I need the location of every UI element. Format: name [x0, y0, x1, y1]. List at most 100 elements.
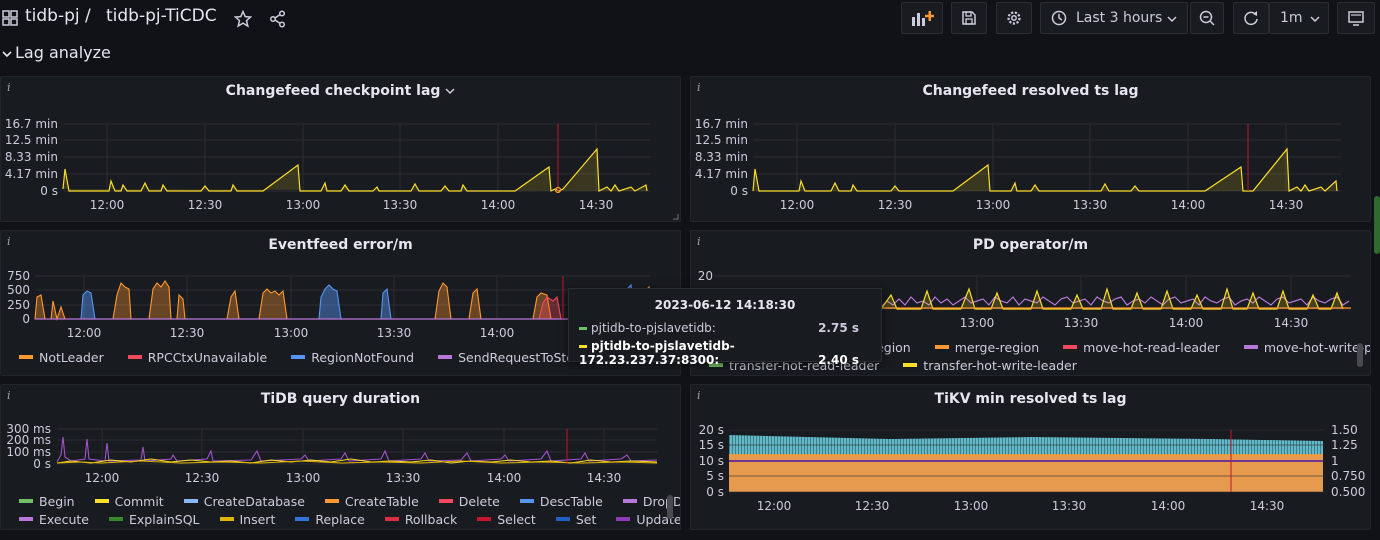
info-icon[interactable]: i: [7, 389, 11, 402]
legend-item[interactable]: Commit: [94, 494, 164, 509]
refresh-button[interactable]: [1233, 2, 1269, 34]
zoom-out-button[interactable]: [1190, 2, 1224, 34]
chevron-down-icon: [1310, 16, 1320, 23]
x-tick: 13:00: [960, 316, 995, 330]
legend-item[interactable]: move-hot-read-leader: [1063, 340, 1220, 355]
tv-mode-button[interactable]: [1337, 2, 1375, 34]
x-tick: 12:30: [855, 499, 890, 513]
time-range-label: Last 3 hours: [1076, 10, 1163, 26]
panel-title[interactable]: TiDB query duration: [260, 391, 421, 407]
x-tick: 13:30: [1064, 316, 1099, 330]
panel-title[interactable]: Changefeed checkpoint lag: [1, 83, 680, 99]
y-tick: 12.5 min: [5, 133, 58, 147]
legend-item[interactable]: Rollback: [384, 512, 457, 527]
legend-item[interactable]: Execute: [19, 512, 89, 527]
y-tick: 20: [698, 269, 713, 283]
star-icon[interactable]: [234, 10, 252, 28]
panel-eventfeed-error: i Eventfeed error/m 750 500 250 0 12:00 …: [0, 230, 681, 376]
share-icon[interactable]: [269, 10, 287, 28]
dashboard-settings-button[interactable]: [996, 2, 1032, 34]
x-tick: 12:00: [67, 326, 102, 340]
x-tick: 13:00: [286, 198, 321, 212]
dashboard-title[interactable]: tidb-pj-TiCDC: [106, 6, 217, 26]
tooltip-series-label: pjtidb-to-pjslavetidb-172.23.237.37:8300…: [579, 339, 735, 367]
legend-item[interactable]: CreateTable: [324, 494, 419, 509]
row-collapse-chevron-icon[interactable]: [2, 49, 12, 59]
y-tick: 750: [7, 269, 30, 283]
legend-item[interactable]: move-hot-write-peer: [1243, 340, 1370, 355]
time-range-picker[interactable]: Last 3 hours: [1040, 2, 1188, 34]
breadcrumb-org[interactable]: tidb-pj: [25, 6, 80, 26]
y-tick-right: 0.750: [1331, 469, 1365, 483]
y-tick: 0 s: [40, 184, 58, 198]
legend-item[interactable]: Begin: [19, 494, 75, 509]
legend-item[interactable]: RPCCtxUnavailable: [127, 350, 267, 365]
tooltip-series-value: 2.75 s: [818, 321, 859, 335]
monitor-icon: [1348, 11, 1364, 26]
y-tick: 0 s: [706, 485, 724, 499]
series-swatch: [579, 345, 587, 348]
legend-item[interactable]: Select: [477, 512, 536, 527]
legend-item[interactable]: CreateDatabase: [183, 494, 305, 509]
panel-title[interactable]: Changefeed resolved ts lag: [922, 83, 1139, 99]
info-icon[interactable]: i: [7, 81, 11, 94]
tooltip-series-label: pjtidb-to-pjslavetidb:: [591, 321, 716, 335]
legend-item[interactable]: SendRequestToStore: [438, 350, 587, 365]
y-tick: 0 s: [730, 184, 748, 198]
legend-scrollbar[interactable]: [667, 495, 673, 519]
chart-resolved-ts-lag[interactable]: 16.7 min 12.5 min 8.33 min 4.17 min 0 s …: [691, 77, 1372, 223]
legend-scrollbar[interactable]: [1357, 343, 1363, 367]
x-tick: 12:00: [757, 499, 792, 513]
panel-resolved-ts-lag: i Changefeed resolved ts lag 16.7 min 12…: [690, 76, 1371, 222]
chart-checkpoint-lag[interactable]: 16.7 min 12.5 min 8.33 min 4.17 min 0 s …: [1, 77, 682, 223]
legend-item[interactable]: DescTable: [519, 494, 603, 509]
legend-item[interactable]: Replace: [295, 512, 365, 527]
y-tick-right: 0.500: [1331, 485, 1365, 499]
panel-title[interactable]: Eventfeed error/m: [268, 237, 413, 253]
legend-item[interactable]: Delete: [438, 494, 500, 509]
tooltip-series-value: 2.40 s: [818, 353, 859, 367]
refresh-interval-picker[interactable]: 1m: [1269, 2, 1329, 34]
y-tick-right: 1: [1331, 454, 1339, 468]
hover-point: [554, 186, 562, 194]
panel-title[interactable]: PD operator/m: [972, 237, 1089, 253]
save-dashboard-button[interactable]: [951, 2, 987, 34]
y-tick: 20 s: [699, 423, 724, 437]
y-tick-right: 1.50: [1331, 423, 1358, 437]
dashboards-grid-icon[interactable]: [2, 10, 18, 26]
chart-eventfeed-error[interactable]: 750 500 250 0 12:00 12:30 13:00 13:30 14…: [1, 231, 682, 377]
series-transfer-hot-write-leader: [880, 286, 1344, 310]
legend-item[interactable]: RegionNotFound: [291, 350, 414, 365]
info-icon[interactable]: i: [697, 389, 701, 402]
legend-item[interactable]: Set: [555, 512, 596, 527]
legend-item[interactable]: transfer-hot-write-leader: [903, 358, 1077, 373]
series-line: [62, 147, 648, 192]
tooltip-row: pjtidb-to-pjslavetidb: 2.75 s: [579, 321, 871, 335]
x-tick: 14:30: [587, 471, 622, 485]
panel-title[interactable]: TiKV min resolved ts lag: [934, 391, 1127, 407]
y-tick: 8.33 min: [695, 150, 748, 164]
zoom-out-icon: [1199, 10, 1215, 26]
y-tick: 0 s: [33, 457, 51, 471]
x-tick: 14:00: [480, 326, 515, 340]
y-tick: 16.7 min: [695, 117, 748, 131]
row-title[interactable]: Lag analyze: [15, 43, 111, 62]
page-scrollbar[interactable]: [1374, 196, 1380, 254]
top-nav: tidb-pj / tidb-pj-TiCDC: [0, 0, 1380, 40]
chart-tikv-resolved-ts-lag[interactable]: 20 s 15 s 10 s 5 s 0 s 1.50 1.25 1 0.750…: [691, 385, 1372, 531]
legend-item[interactable]: Insert: [219, 512, 275, 527]
gear-icon: [1007, 11, 1021, 25]
series-move-hot-write-peer: [880, 296, 1350, 308]
x-tick: 12:30: [185, 471, 220, 485]
x-tick: 12:30: [878, 198, 913, 212]
legend-item[interactable]: merge-region: [934, 340, 1039, 355]
legend-item[interactable]: ExplainSQL: [109, 512, 200, 527]
info-icon[interactable]: i: [697, 81, 701, 94]
info-icon[interactable]: i: [7, 235, 11, 248]
x-tick: 14:30: [1274, 316, 1309, 330]
add-panel-button[interactable]: [901, 2, 943, 34]
info-icon[interactable]: i: [697, 235, 701, 248]
legend-item[interactable]: NotLeader: [19, 350, 104, 365]
chart-tidb-query-duration[interactable]: 300 ms 200 ms 100 ms 0 s 12:00 12:30 13:…: [1, 385, 681, 530]
x-tick: 14:00: [1151, 499, 1186, 513]
